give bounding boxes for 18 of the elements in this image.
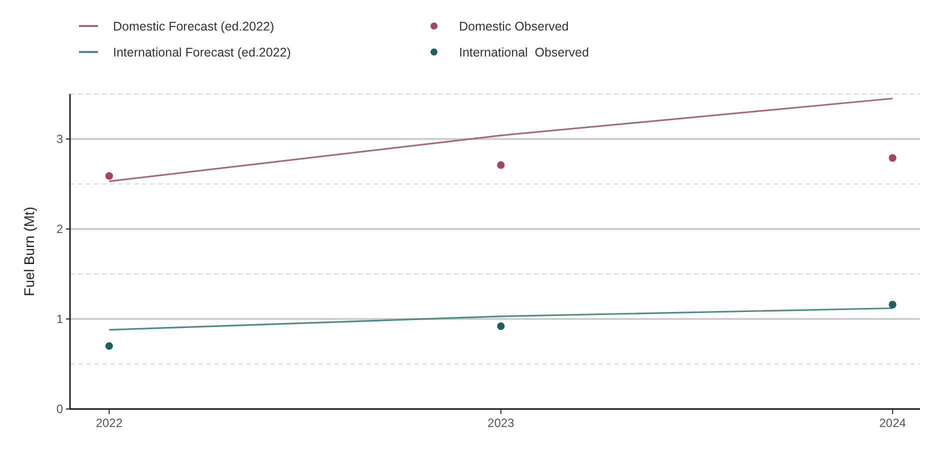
legend-label: Domestic Forecast (ed.2022) (113, 20, 274, 34)
point (497, 322, 505, 330)
x-tick-label: 2024 (879, 416, 906, 430)
point (105, 342, 113, 350)
point (888, 154, 896, 162)
y-tick-label: 3 (56, 132, 64, 146)
point (105, 172, 113, 180)
y-tick-label: 0 (56, 402, 64, 416)
y-tick-label: 2 (56, 222, 64, 236)
legend-label: Domestic Observed (459, 20, 569, 34)
y-axis-title: Fuel Burn (Mt) (21, 206, 37, 296)
legend-label: International Observed (459, 46, 589, 60)
x-tick-label: 2023 (488, 416, 515, 430)
point (888, 300, 896, 308)
point (497, 161, 505, 169)
x-tick-label: 2022 (96, 416, 123, 430)
legend-label: International Forecast (ed.2022) (113, 46, 291, 60)
y-tick-label: 1 (56, 312, 64, 326)
